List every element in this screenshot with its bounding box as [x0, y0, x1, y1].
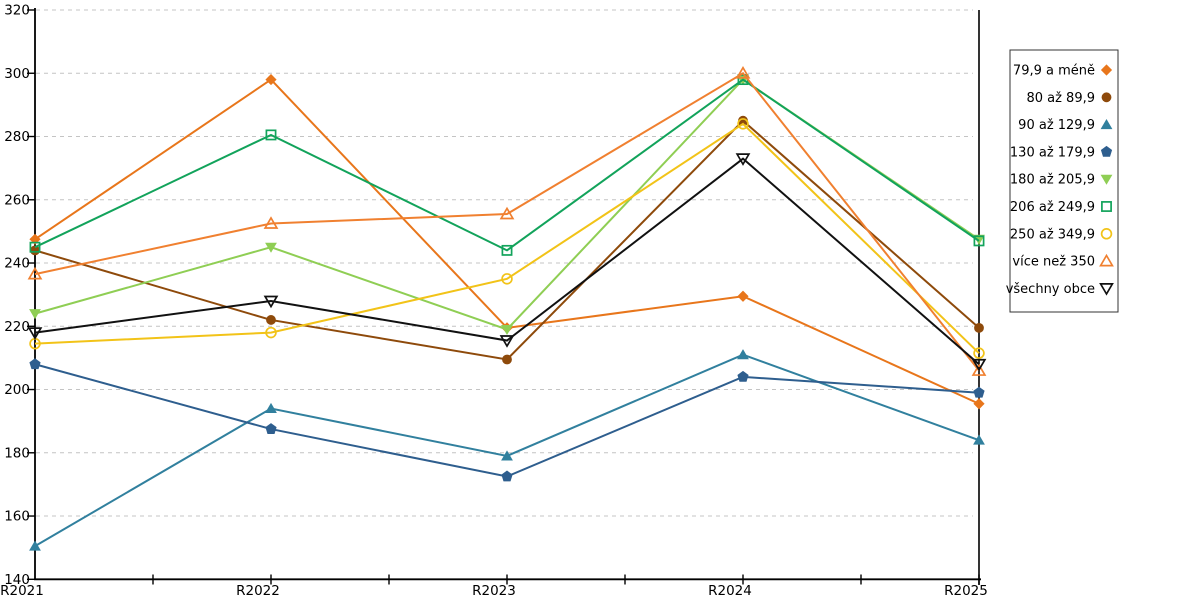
legend-marker-icon — [1099, 283, 1114, 296]
y-tick-label: 260 — [4, 192, 30, 208]
data-point-marker — [499, 335, 515, 348]
legend-marker-icon — [1101, 92, 1112, 103]
data-point-marker — [737, 370, 749, 382]
data-point-marker — [265, 73, 277, 86]
x-tick-label: R2022 — [236, 583, 280, 599]
legend-item-label: 206 až 249,9 — [1010, 200, 1095, 215]
data-point-marker — [27, 327, 43, 340]
data-point-marker — [29, 309, 41, 320]
legend-item-label: více než 350 — [1012, 255, 1095, 270]
legend-item: 206 až 249,9 — [1010, 200, 1112, 215]
data-point-marker — [738, 115, 748, 126]
legend-item: 79,9 a méně — [1013, 64, 1113, 79]
data-point-marker — [737, 118, 749, 130]
data-point-marker — [29, 540, 41, 551]
data-point-marker — [265, 326, 277, 339]
data-point-marker — [263, 216, 279, 229]
data-point-marker — [974, 322, 984, 333]
legend-item-label: 180 až 205,9 — [1010, 173, 1095, 188]
legend-marker-icon — [1100, 174, 1113, 185]
legend-item: 130 až 179,9 — [1010, 145, 1113, 160]
data-point-marker — [265, 402, 277, 414]
data-point-marker — [737, 290, 749, 302]
data-point-marker — [971, 363, 987, 376]
legend-item-label: 130 až 179,9 — [1010, 145, 1095, 160]
data-point-marker — [499, 206, 515, 220]
legend-item: 80 až 89,9 — [1026, 91, 1112, 106]
y-tick-label: 140 — [4, 572, 30, 588]
x-tick-label: R2021 — [0, 583, 44, 599]
series-line — [34, 122, 980, 354]
legend-item-label: všechny obce — [1006, 282, 1095, 297]
legend-item: 180 až 205,9 — [1010, 173, 1113, 188]
data-point-marker — [971, 358, 987, 372]
data-point-marker — [501, 324, 513, 336]
data-point-marker — [501, 273, 513, 285]
data-point-marker — [265, 129, 277, 141]
data-point-marker — [501, 450, 513, 461]
series-line — [34, 78, 980, 252]
legend-item-label: 90 až 129,9 — [1018, 118, 1095, 133]
legend-marker-icon — [1099, 253, 1114, 267]
legend-item-label: 79,9 a méně — [1013, 64, 1095, 79]
legend-marker-icon — [1100, 64, 1113, 76]
legend-item: všechny obce — [1006, 282, 1114, 297]
data-point-marker — [501, 470, 513, 482]
x-tick-label: R2025 — [944, 583, 988, 599]
data-point-marker — [737, 349, 749, 360]
data-point-marker — [973, 386, 985, 398]
y-tick-label: 280 — [4, 129, 30, 145]
data-point-marker — [27, 266, 43, 280]
legend-item-label: 80 až 89,9 — [1026, 91, 1095, 106]
data-point-marker — [735, 65, 751, 79]
y-tick-label: 160 — [4, 509, 30, 525]
legend: 79,9 a méně 80 až 89,9 90 až 129,9 130 až 1… — [1006, 49, 1119, 313]
legend-marker-icon — [1100, 119, 1113, 130]
y-tick-label: 300 — [4, 66, 30, 82]
legend-item: více než 350 — [1012, 253, 1114, 270]
data-point-marker — [973, 235, 985, 247]
legend-item: 90 až 129,9 — [1018, 118, 1113, 133]
y-tick-label: 220 — [4, 319, 30, 335]
legend-item-label: 250 až 349,9 — [1010, 227, 1095, 242]
data-point-marker — [29, 241, 41, 253]
data-point-marker — [265, 423, 277, 434]
data-point-marker — [973, 434, 985, 445]
data-point-marker — [266, 315, 276, 325]
data-point-marker — [501, 244, 513, 256]
data-point-marker — [973, 398, 985, 410]
legend-marker-icon — [1101, 201, 1112, 212]
data-point-marker — [263, 295, 279, 309]
y-tick-label: 180 — [4, 445, 30, 461]
legend-box — [1009, 49, 1119, 313]
legend-item: 250 až 349,9 — [1010, 227, 1113, 242]
legend-marker-icon — [1100, 145, 1113, 157]
data-point-marker — [502, 354, 512, 365]
data-point-marker — [30, 245, 40, 256]
data-point-marker — [973, 347, 985, 359]
data-point-marker — [265, 242, 277, 253]
data-point-marker — [735, 153, 751, 166]
x-tick-label: R2023 — [472, 583, 516, 599]
y-tick-label: 320 — [4, 3, 30, 19]
series-line — [34, 157, 980, 365]
data-point-marker — [29, 358, 41, 370]
y-tick-label: 240 — [4, 256, 30, 272]
series-line — [34, 71, 980, 372]
y-tick-label: 200 — [4, 382, 30, 398]
x-tick-label: R2024 — [708, 583, 752, 599]
legend-marker-icon — [1100, 228, 1113, 240]
